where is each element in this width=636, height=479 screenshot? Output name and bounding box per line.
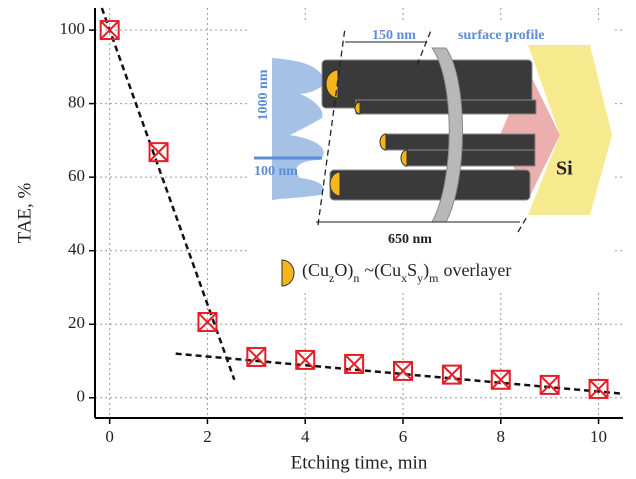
y-tick-label: 0 xyxy=(77,387,86,406)
surface-profile xyxy=(272,58,325,200)
legend-icon xyxy=(281,259,295,287)
legend-part: ~(Cu xyxy=(364,260,401,281)
x-tick-label: 10 xyxy=(590,427,607,446)
data-point xyxy=(295,349,316,370)
data-point xyxy=(490,369,511,390)
x-tick-label: 8 xyxy=(497,427,506,446)
data-point xyxy=(441,364,462,385)
marker-box xyxy=(393,360,413,381)
marker-box xyxy=(295,349,316,370)
data-point xyxy=(148,142,169,163)
marker-box xyxy=(197,312,218,333)
data-point xyxy=(588,378,609,399)
marker-box xyxy=(490,369,511,390)
x-tick-label: 2 xyxy=(203,427,212,446)
marker-cross xyxy=(393,361,413,381)
inset-legend: (CuzO)n ~(CuxSy)m overlayer xyxy=(302,260,511,285)
marker-cross xyxy=(148,142,169,162)
y-tick-label: 40 xyxy=(68,240,85,259)
legend-part: overlayer xyxy=(443,260,511,280)
profile-label: surface profile xyxy=(458,28,544,43)
height-label: 1000 nm xyxy=(256,69,271,120)
data-point xyxy=(99,20,120,41)
fit-line xyxy=(100,7,236,381)
marker-box xyxy=(588,378,609,399)
y-tick-label: 100 xyxy=(60,19,86,38)
legend-part: O) xyxy=(334,260,353,281)
legend-part: ) xyxy=(423,260,429,281)
marker-cross xyxy=(588,379,609,399)
data-point xyxy=(246,346,267,367)
marker-cross xyxy=(197,312,218,332)
legend-part: n xyxy=(353,271,359,285)
legend-part: S xyxy=(407,260,417,280)
x-tick-label: 6 xyxy=(399,427,408,446)
marker-box xyxy=(148,142,169,163)
rods xyxy=(321,59,537,201)
legend-part: m xyxy=(429,271,439,285)
y-tick-label: 20 xyxy=(68,313,85,332)
width-label: 150 nm xyxy=(372,28,416,43)
marker-cross xyxy=(344,354,364,374)
substrate-label: Si xyxy=(556,158,573,180)
x-axis-label: Etching time, min xyxy=(291,452,428,473)
y-tick-label: 60 xyxy=(68,166,85,185)
caps xyxy=(325,69,408,197)
marker-box xyxy=(246,346,267,367)
y-tick-label: 80 xyxy=(68,93,85,112)
marker-cross xyxy=(246,347,267,367)
marker-cross xyxy=(491,370,511,390)
y-axis-label: TAE, % xyxy=(14,182,35,243)
x-tick-label: 4 xyxy=(301,427,310,446)
data-point xyxy=(539,374,560,395)
marker-cross xyxy=(442,364,462,385)
legend-part: z xyxy=(329,271,334,285)
legend-part: x xyxy=(401,271,407,285)
substrate xyxy=(528,45,612,215)
marker-cross xyxy=(99,20,120,40)
data-point xyxy=(344,353,365,374)
legend-part: y xyxy=(417,271,423,285)
marker-box xyxy=(539,374,560,395)
x-tick-label: 0 xyxy=(105,427,114,446)
length-label: 650 nm xyxy=(388,232,432,247)
dimension-lines xyxy=(317,27,529,233)
marker-cross xyxy=(539,375,560,395)
legend-part: (Cu xyxy=(302,260,329,281)
data-point xyxy=(393,360,413,381)
marker-cross xyxy=(295,350,315,370)
marker-box xyxy=(99,20,120,41)
inset-diagram xyxy=(248,20,614,292)
depth-label: 100 nm xyxy=(254,164,298,179)
marker-box xyxy=(441,364,462,385)
data-point xyxy=(197,312,218,333)
marker-box xyxy=(344,353,365,374)
